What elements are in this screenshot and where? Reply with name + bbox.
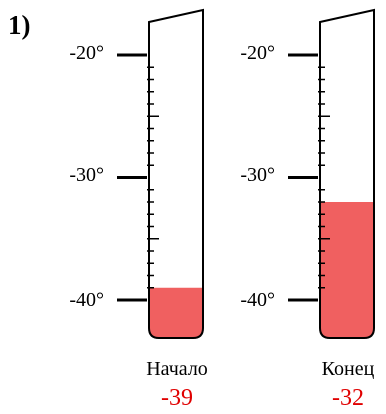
mercury-column <box>149 287 203 338</box>
tick-label-minus-30: -30° <box>240 164 275 186</box>
thermometer-tube <box>319 8 375 339</box>
reading-end: -32 <box>332 385 364 411</box>
tick-label-minus-30: -30° <box>69 164 104 186</box>
caption-end: Конец <box>321 358 375 380</box>
thermometer-tube <box>148 8 204 339</box>
tick-label-minus-40: -40° <box>240 289 275 311</box>
tick-label-minus-20: -20° <box>69 42 104 64</box>
tick-label-minus-40: -40° <box>69 289 104 311</box>
reading-start: -39 <box>161 385 193 411</box>
thermometer-end <box>288 8 375 339</box>
caption-start: Начало <box>146 358 208 380</box>
thermometer-start <box>117 8 204 339</box>
mercury-column <box>320 202 374 338</box>
problem-number: 1) <box>8 10 31 40</box>
tick-label-minus-20: -20° <box>240 42 275 64</box>
